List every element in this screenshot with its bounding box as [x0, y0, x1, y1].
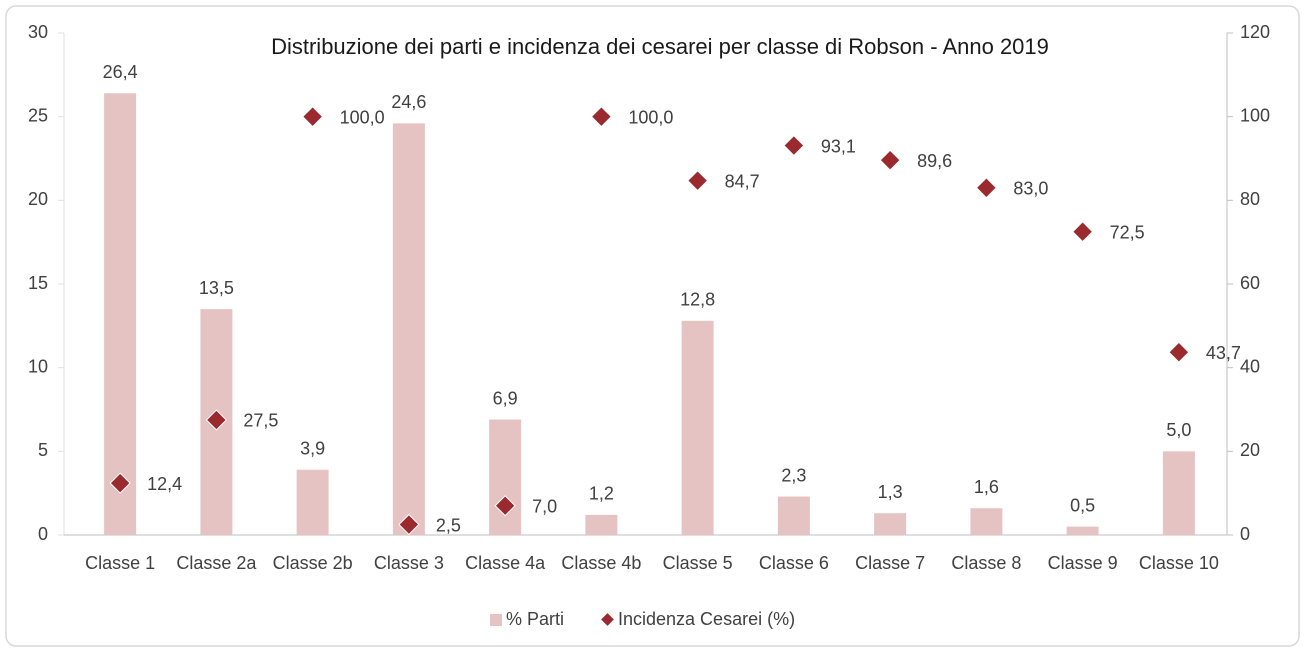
bar-label: 3,9	[300, 438, 325, 458]
y-tick-label: 20	[28, 189, 48, 209]
y-tick-label: 15	[28, 273, 48, 293]
x-tick-label: Classe 5	[663, 553, 733, 573]
x-tick-label: Classe 2b	[273, 553, 353, 573]
y-tick-label: 5	[38, 440, 48, 460]
legend-swatch	[490, 614, 502, 626]
marker-label: 100,0	[628, 107, 673, 127]
y-tick-label: 10	[28, 356, 48, 376]
y-tick-label: 30	[28, 22, 48, 42]
marker-label: 83,0	[1013, 179, 1048, 199]
x-tick-label: Classe 2a	[176, 553, 257, 573]
bar	[681, 320, 714, 535]
y2-tick-label: 40	[1240, 356, 1260, 376]
y2-tick-label: 120	[1240, 22, 1270, 42]
marker-label: 93,1	[821, 136, 856, 156]
bar	[777, 496, 810, 535]
marker-label: 89,6	[917, 151, 952, 171]
bar	[1066, 526, 1099, 535]
y2-tick-label: 0	[1240, 524, 1250, 544]
x-tick-label: Classe 10	[1139, 553, 1219, 573]
marker	[975, 177, 997, 199]
legend-label: % Parti	[506, 609, 564, 629]
marker-label: 72,5	[1110, 222, 1145, 242]
bar-label: 1,3	[878, 482, 903, 502]
marker	[302, 106, 324, 128]
bar-label: 6,9	[493, 388, 518, 408]
bar	[392, 123, 425, 536]
marker	[590, 106, 612, 128]
y2-tick-label: 100	[1240, 105, 1270, 125]
marker	[879, 149, 901, 171]
y2-tick-label: 80	[1240, 189, 1260, 209]
bar-label: 12,8	[680, 290, 715, 310]
bar-label: 24,6	[391, 92, 426, 112]
bar	[585, 514, 618, 535]
legend-label: Incidenza Cesarei (%)	[618, 609, 795, 629]
marker	[1168, 341, 1190, 363]
chart-title: Distribuzione dei parti e incidenza dei …	[271, 34, 1049, 59]
bar-label: 26,4	[103, 62, 138, 82]
marker	[398, 513, 420, 536]
marker	[109, 472, 131, 494]
chart-frame	[5, 5, 1300, 647]
x-tick-label: Classe 3	[374, 553, 444, 573]
marker-label: 84,7	[725, 171, 760, 191]
x-tick-label: Classe 4a	[465, 553, 546, 573]
marker-label: 43,7	[1206, 343, 1241, 363]
bar	[296, 469, 329, 535]
y-tick-label: 25	[28, 105, 48, 125]
bar	[970, 508, 1003, 535]
bar	[104, 93, 137, 536]
x-tick-label: Classe 8	[951, 553, 1021, 573]
bar	[1162, 451, 1195, 535]
marker	[1072, 221, 1094, 243]
marker-label: 2,5	[436, 515, 461, 535]
bar	[489, 419, 522, 535]
marker-label: 12,4	[147, 474, 182, 494]
x-tick-label: Classe 1	[85, 553, 155, 573]
bar-label: 0,5	[1070, 495, 1095, 515]
bar-label: 1,6	[974, 477, 999, 497]
bar-label: 1,2	[589, 484, 614, 504]
x-tick-label: Classe 6	[759, 553, 829, 573]
marker-label: 27,5	[243, 411, 278, 431]
marker-label: 7,0	[532, 496, 557, 516]
marker	[494, 495, 516, 517]
marker	[205, 409, 227, 431]
x-tick-label: Classe 9	[1048, 553, 1118, 573]
bar-label: 5,0	[1166, 420, 1191, 440]
y2-tick-label: 20	[1240, 440, 1260, 460]
marker-label: 100,0	[340, 107, 385, 127]
marker	[687, 170, 709, 192]
bar	[874, 513, 907, 535]
marker	[783, 134, 805, 157]
x-tick-label: Classe 7	[855, 553, 925, 573]
x-tick-label: Classe 4b	[561, 553, 641, 573]
y-tick-label: 0	[38, 524, 48, 544]
y2-tick-label: 60	[1240, 273, 1260, 293]
bar-label: 2,3	[781, 465, 806, 485]
bar-label: 13,5	[199, 278, 234, 298]
